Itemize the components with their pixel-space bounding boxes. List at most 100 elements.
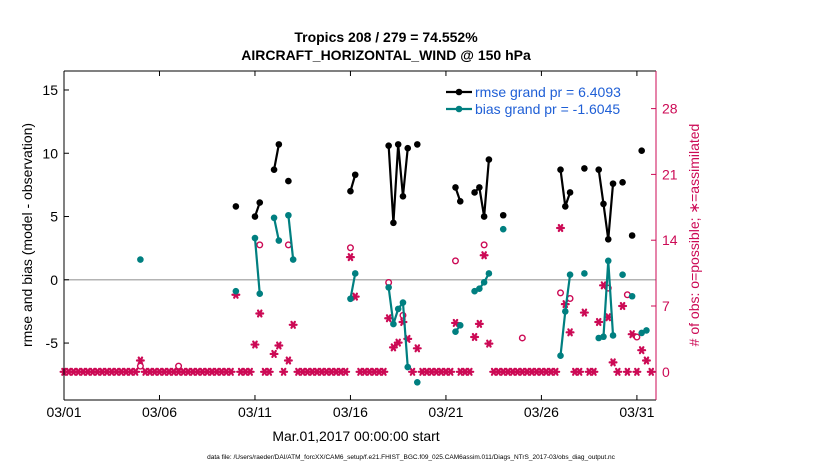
assimilated-marker (408, 367, 418, 376)
possible-marker (518, 334, 526, 342)
y-tick-label: 5 (50, 209, 58, 225)
x-tick-label: 03/31 (619, 404, 654, 420)
legend-rmse: rmse grand pr = 6.4093 (475, 84, 621, 100)
bias-point (347, 295, 354, 303)
bias-point (643, 327, 650, 334)
bias-point (604, 257, 612, 265)
possible-marker (451, 257, 459, 265)
bias-point (619, 271, 626, 279)
assimilated-marker (565, 328, 575, 337)
rmse-point (270, 166, 278, 173)
bias-point (557, 352, 564, 360)
y-tick-label: 15 (42, 82, 58, 98)
bias-point (561, 308, 569, 315)
legend-marker (455, 88, 463, 96)
rmse-point (256, 199, 264, 206)
assimilated-marker (269, 349, 279, 358)
bias-point (256, 290, 264, 298)
bias-point (285, 211, 292, 219)
possible-marker (175, 362, 183, 370)
assimilated-marker (131, 367, 141, 376)
rmse-point (351, 171, 359, 179)
bias-point (499, 225, 507, 233)
rmse-point (581, 165, 588, 172)
assimilated-marker (579, 308, 589, 317)
bias-point (452, 328, 459, 335)
bias-line (559, 274, 572, 356)
y2-axis-label: # of obs: o=possible; ∗=assimilated (686, 124, 702, 347)
assimilated-marker (226, 367, 236, 376)
data-file-footer: data file: /Users/raeder/DAI/ATM_forcXX/… (207, 454, 616, 461)
rmse-point (480, 213, 488, 220)
legend-marker (455, 105, 463, 113)
y2-tick-label: 14 (662, 232, 678, 248)
bias-point (485, 270, 493, 277)
bias-point (289, 256, 297, 263)
bias-line (287, 215, 295, 260)
assimilated-marker (393, 338, 403, 347)
assimilated-marker (618, 301, 628, 311)
bias-point (137, 256, 144, 263)
bias-point (581, 270, 588, 277)
assimilated-marker (384, 314, 394, 323)
assimilated-marker (135, 356, 145, 365)
assimilated-marker (412, 344, 422, 353)
rmse-point (285, 177, 292, 185)
rmse-point (251, 213, 259, 220)
rmse-point (390, 219, 397, 227)
rmse-line (473, 159, 490, 217)
assimilated-marker (622, 367, 632, 376)
y-tick-label: -5 (46, 335, 59, 351)
bias-point (390, 320, 397, 328)
y-axis-label: rmse and bias (model - observation) (19, 123, 35, 347)
rmse-point (347, 187, 354, 195)
assimilated-marker (589, 367, 599, 376)
bias-line (387, 287, 409, 368)
rmse-point (471, 189, 478, 196)
possible-marker (346, 244, 354, 252)
assimilated-marker (245, 367, 255, 376)
y2-tick-label: 28 (662, 101, 678, 117)
rmse-line (597, 169, 615, 240)
x-tick-label: 03/06 (142, 404, 177, 420)
rmse-point (413, 141, 421, 148)
rmse-point (628, 232, 636, 239)
rmse-point (404, 144, 412, 152)
bias-line (253, 237, 261, 294)
rmse-point (232, 203, 240, 210)
assimilated-marker (641, 356, 651, 365)
rmse-point (499, 211, 507, 219)
assimilated-marker (603, 313, 613, 322)
rmse-point (566, 189, 574, 196)
bias-line (598, 260, 615, 340)
assimilated-marker (274, 341, 284, 350)
bias-point (609, 332, 617, 339)
x-tick-label: 03/21 (428, 404, 463, 420)
bias-point (385, 284, 392, 291)
rmse-point (394, 141, 402, 148)
bias-point (404, 363, 412, 371)
assimilated-marker (255, 309, 265, 318)
rmse-point (600, 200, 607, 208)
rmse-point (399, 192, 407, 200)
assimilated-marker (551, 367, 561, 376)
assimilated-marker (450, 318, 460, 327)
rmse-point (485, 156, 493, 163)
bias-point (566, 271, 574, 279)
rmse-point (557, 166, 564, 173)
assimilated-marker (575, 367, 585, 376)
rmse-point (275, 141, 283, 148)
assimilated-marker (474, 319, 484, 328)
bias-point (628, 292, 636, 300)
assimilated-marker (632, 367, 642, 376)
assimilated-marker (279, 367, 289, 376)
assimilated-marker (288, 320, 298, 329)
assimilated-marker (470, 332, 480, 342)
possible-marker (557, 289, 565, 297)
bias-point (413, 378, 421, 386)
assimilated-marker (479, 251, 489, 260)
rmse-point (561, 203, 569, 210)
assimilated-marker (446, 367, 456, 376)
x-tick-label: 03/16 (333, 404, 368, 420)
